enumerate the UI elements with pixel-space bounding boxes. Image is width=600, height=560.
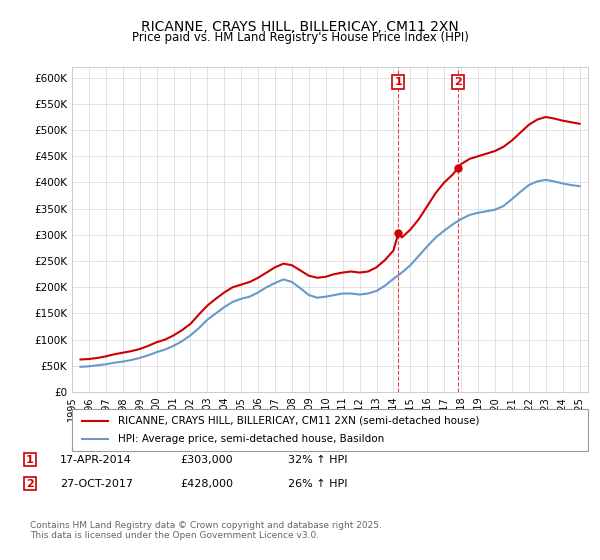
Text: Price paid vs. HM Land Registry's House Price Index (HPI): Price paid vs. HM Land Registry's House … — [131, 31, 469, 44]
Text: RICANNE, CRAYS HILL, BILLERICAY, CM11 2XN: RICANNE, CRAYS HILL, BILLERICAY, CM11 2X… — [141, 20, 459, 34]
Text: 17-APR-2014: 17-APR-2014 — [60, 455, 132, 465]
Text: 27-OCT-2017: 27-OCT-2017 — [60, 479, 133, 489]
Text: 1: 1 — [394, 77, 402, 87]
Text: 2: 2 — [454, 77, 462, 87]
Text: 26% ↑ HPI: 26% ↑ HPI — [288, 479, 347, 489]
Text: £303,000: £303,000 — [180, 455, 233, 465]
Text: £428,000: £428,000 — [180, 479, 233, 489]
Text: HPI: Average price, semi-detached house, Basildon: HPI: Average price, semi-detached house,… — [118, 434, 385, 444]
Text: Contains HM Land Registry data © Crown copyright and database right 2025.
This d: Contains HM Land Registry data © Crown c… — [30, 521, 382, 540]
Text: 2: 2 — [26, 479, 34, 489]
Text: 1: 1 — [26, 455, 34, 465]
FancyBboxPatch shape — [72, 409, 588, 451]
Text: 32% ↑ HPI: 32% ↑ HPI — [288, 455, 347, 465]
Text: RICANNE, CRAYS HILL, BILLERICAY, CM11 2XN (semi-detached house): RICANNE, CRAYS HILL, BILLERICAY, CM11 2X… — [118, 416, 480, 426]
